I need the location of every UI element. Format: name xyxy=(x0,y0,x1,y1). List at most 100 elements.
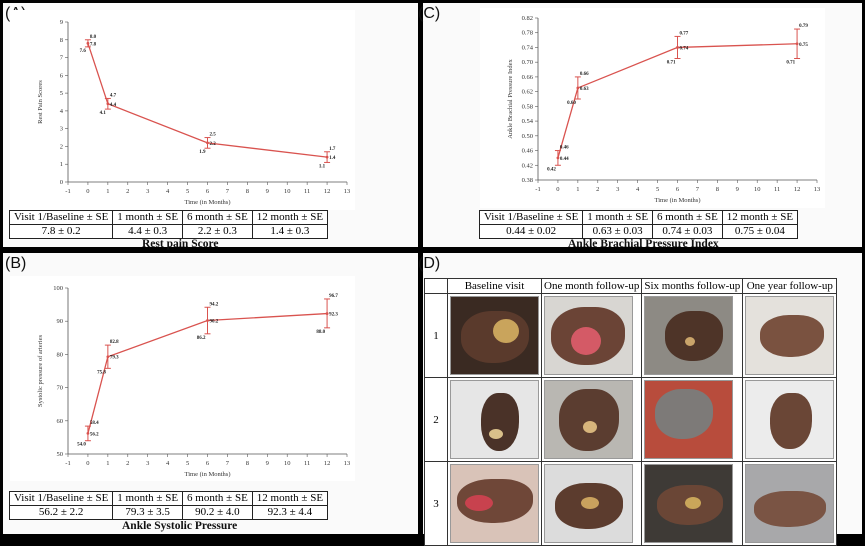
error-high-label: 1.7 xyxy=(329,147,336,152)
photo-cell xyxy=(540,461,643,546)
ankle-systolic-caption: Ankle Systolic Pressure xyxy=(122,520,238,532)
x-tick-label: 12 xyxy=(794,186,801,193)
table-header: 6 month ± SE xyxy=(652,210,723,225)
abpi-caption: Ankle Brachial Pressure Index xyxy=(568,238,719,250)
y-tick-label: 0.50 xyxy=(522,133,533,140)
x-tick-label: 9 xyxy=(736,186,739,193)
table-cell: 0.75 ± 0.04 xyxy=(721,224,799,239)
error-low-label: 54.0 xyxy=(77,443,86,448)
x-tick-label: 4 xyxy=(166,188,170,195)
x-tick-label: 4 xyxy=(166,460,170,467)
x-tick-label: 0 xyxy=(86,460,89,467)
error-high-label: 4.7 xyxy=(110,93,117,98)
foot-photo xyxy=(745,464,835,543)
x-tick-label: 5 xyxy=(186,188,189,195)
x-tick-label: 7 xyxy=(226,460,230,467)
y-tick-label: 0.70 xyxy=(522,59,533,66)
rest-pain-caption: Rest pain Score xyxy=(142,238,219,250)
table-header: Visit 1/Baseline ± SE xyxy=(478,210,584,225)
x-tick-label: -1 xyxy=(65,188,70,195)
photo-cell xyxy=(540,377,643,462)
y-tick-label: 60 xyxy=(57,418,64,425)
y-axis-label: Systolic pressure of arteries xyxy=(37,335,44,407)
error-low-label: 88.0 xyxy=(316,330,325,335)
error-low-label: 86.2 xyxy=(197,336,206,341)
x-axis-label: Time (in Months) xyxy=(185,471,231,478)
table-header: Visit 1/Baseline ± SE xyxy=(8,491,114,506)
data-point xyxy=(206,319,209,322)
x-tick-label: 12 xyxy=(324,188,331,195)
x-tick-label: 3 xyxy=(146,188,149,195)
y-tick-label: 80 xyxy=(57,351,64,358)
x-tick-label: 5 xyxy=(656,186,659,193)
ankle-systolic-table: Visit 1/Baseline ± SE 1 month ± SE 6 mon… xyxy=(8,491,329,520)
y-tick-label: 6 xyxy=(60,72,64,79)
error-low-label: 1.9 xyxy=(199,150,206,155)
foot-photo xyxy=(544,464,633,543)
value-label: 0.75 xyxy=(799,43,808,48)
table-header: 1 month ± SE xyxy=(112,491,184,506)
photo-cell xyxy=(447,461,542,546)
error-low-label: 7.6 xyxy=(80,49,87,54)
foot-photo xyxy=(544,296,633,375)
x-tick-label: 8 xyxy=(716,186,719,193)
photo-grid: Baseline visit One month follow-up Six m… xyxy=(424,278,838,546)
error-high-label: 96.7 xyxy=(329,294,338,299)
table-header: 12 month ± SE xyxy=(251,491,329,506)
x-tick-label: 0 xyxy=(556,186,559,193)
data-point xyxy=(86,432,90,435)
x-tick-label: 2 xyxy=(126,188,129,195)
x-tick-label: 10 xyxy=(754,186,761,193)
error-high-label: 0.77 xyxy=(680,31,689,36)
table-cell: 2.2 ± 0.3 xyxy=(182,224,253,239)
table-cell: 0.63 ± 0.03 xyxy=(582,224,654,239)
x-tick-label: 1 xyxy=(576,186,579,193)
x-tick-label: 11 xyxy=(304,188,310,195)
column-header: One year follow-up xyxy=(742,278,838,294)
photo-cell xyxy=(447,377,542,462)
x-axis-label: Time (in Months) xyxy=(185,199,231,206)
table-cell: 0.44 ± 0.02 xyxy=(478,224,584,239)
series-line xyxy=(557,43,798,159)
column-header: Six months follow-up xyxy=(641,278,744,294)
table-header: 1 month ± SE xyxy=(112,210,184,225)
x-tick-label: 10 xyxy=(284,460,291,467)
data-point xyxy=(676,46,679,49)
x-tick-label: 3 xyxy=(616,186,619,193)
foot-photo xyxy=(544,380,633,459)
table-header: 6 month ± SE xyxy=(182,491,253,506)
value-label: 0.74 xyxy=(680,46,689,51)
chart-background xyxy=(480,8,825,208)
data-point xyxy=(86,41,90,45)
panel-b-label: (B) xyxy=(5,255,27,272)
row-label: 1 xyxy=(424,293,448,378)
x-tick-label: 11 xyxy=(774,186,780,193)
photo-cell xyxy=(641,293,744,378)
data-point xyxy=(556,156,560,160)
data-point xyxy=(325,312,329,315)
error-low-label: 0.42 xyxy=(547,167,556,172)
error-high-label: 82.8 xyxy=(110,340,119,345)
error-high-label: 0.66 xyxy=(580,72,589,77)
y-tick-label: 0 xyxy=(60,179,63,186)
y-tick-label: 0.42 xyxy=(522,162,533,169)
error-low-label: 4.1 xyxy=(100,111,107,116)
y-tick-label: 3 xyxy=(60,126,63,133)
photo-cell xyxy=(742,377,838,462)
y-tick-label: 9 xyxy=(60,19,63,26)
y-tick-label: 70 xyxy=(57,385,64,392)
data-point xyxy=(576,86,580,90)
x-tick-label: 8 xyxy=(246,188,249,195)
x-tick-label: -1 xyxy=(535,186,540,193)
error-low-label: 0.60 xyxy=(567,101,576,106)
y-axis-label: Rest Pain Scores xyxy=(37,80,44,124)
y-tick-label: 0.38 xyxy=(522,177,533,184)
value-label: 7.8 xyxy=(90,42,97,47)
data-point xyxy=(106,102,110,106)
y-tick-label: 90 xyxy=(57,318,64,325)
abpi-table: Visit 1/Baseline ± SE 1 month ± SE 6 mon… xyxy=(478,210,799,239)
foot-photo xyxy=(450,464,539,543)
error-high-label: 2.5 xyxy=(210,133,217,138)
photo-cell xyxy=(742,293,838,378)
